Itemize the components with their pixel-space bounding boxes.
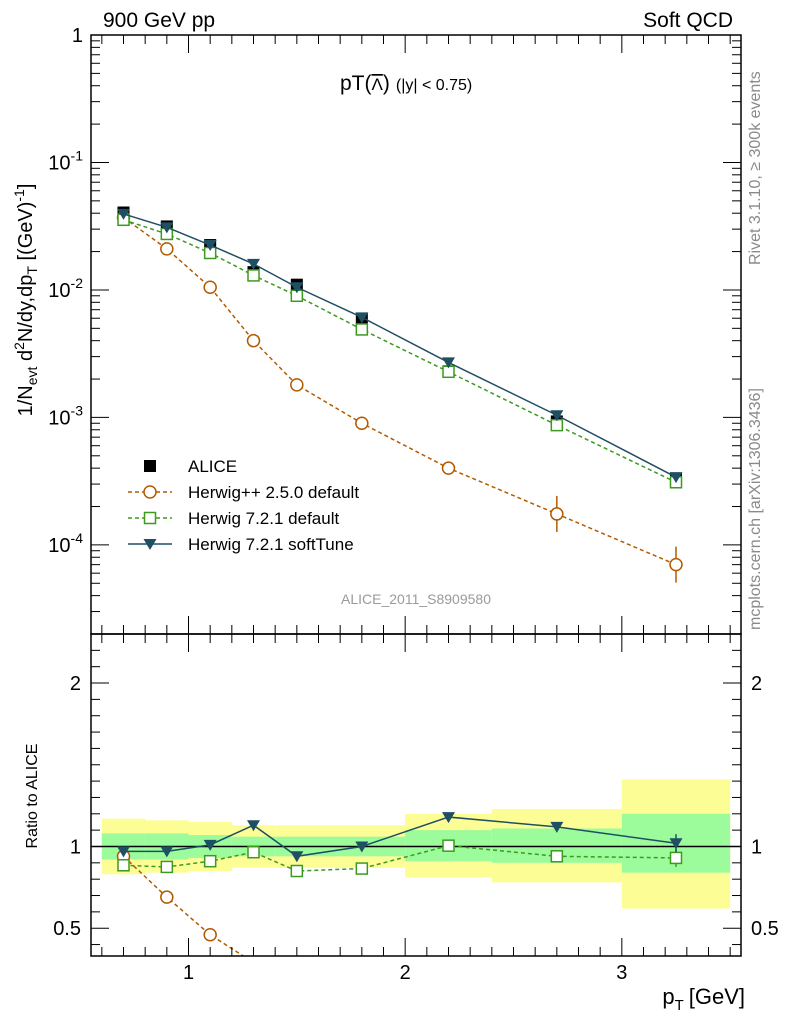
ratio-frame xyxy=(90,633,742,957)
ratio-ytick-label: 2 xyxy=(70,673,81,695)
ratio-point xyxy=(443,976,455,988)
rivet-label: Rivet 3.1.10, ≥ 300k events xyxy=(747,71,764,265)
title-close: ) xyxy=(383,72,390,95)
upper-point xyxy=(669,557,683,572)
upper-series-group xyxy=(116,206,683,583)
ratio-ytick-label-right: 2 xyxy=(751,673,762,695)
ratio-point xyxy=(670,970,682,982)
upper-point xyxy=(550,418,564,432)
xtick-label: 3 xyxy=(616,962,627,984)
upper-point xyxy=(247,269,260,282)
upper-series-line xyxy=(123,216,677,566)
ratio-point xyxy=(551,973,563,985)
legend-marker xyxy=(143,511,157,525)
upper-point xyxy=(441,461,456,475)
xtick-label: 1 xyxy=(183,962,194,984)
ratio-point xyxy=(669,851,683,865)
ratio-series-group xyxy=(116,812,683,991)
ratio-ytick-label-right: 0.5 xyxy=(751,918,779,940)
upper-point xyxy=(160,242,174,256)
upper-point xyxy=(550,507,564,521)
upper-point xyxy=(246,333,261,348)
upper-ytick-label: 10-2 xyxy=(48,275,83,302)
ratio-point xyxy=(355,841,369,853)
upper-point xyxy=(669,472,683,484)
upper-ytick-label: 10-4 xyxy=(48,530,83,557)
title-main: pT( xyxy=(340,72,372,95)
ratio-point xyxy=(290,851,304,863)
title-lambda: Λ xyxy=(372,75,384,94)
upper-ytick-label: 1 xyxy=(72,25,83,47)
analysis-watermark: ALICE_2011_S8909580 xyxy=(341,591,491,607)
ratio-point xyxy=(247,845,260,859)
legend-marker xyxy=(144,460,156,472)
ratio-point xyxy=(442,839,455,852)
ratio-point xyxy=(251,955,256,956)
upper-point xyxy=(550,410,564,422)
upper-point xyxy=(160,222,174,234)
legend-marker xyxy=(143,539,157,550)
plot-title: pT(Λ) (|y| < 0.75) xyxy=(340,72,472,95)
upper-point xyxy=(203,280,217,294)
legend-label: Herwig++ 2.5.0 default xyxy=(188,483,359,502)
ratio-point xyxy=(669,838,683,850)
header-left: 900 GeV pp xyxy=(103,9,215,32)
mcplots-label: mcplots.cern.ch [arXiv:1306.3436] xyxy=(747,388,764,630)
header-right: Soft QCD xyxy=(643,9,733,32)
upper-point xyxy=(117,208,130,220)
ratio-point xyxy=(550,850,564,863)
ratio-point xyxy=(550,821,564,833)
ratio-series-line xyxy=(122,855,245,956)
legend-label: Herwig 7.2.1 default xyxy=(188,509,339,528)
ratio-ytick-label: 0.5 xyxy=(53,918,81,940)
xtick-label: 2 xyxy=(400,962,411,984)
ratio-point xyxy=(247,820,260,832)
legend-marker xyxy=(143,485,157,499)
ratio-point xyxy=(160,860,174,874)
ratio-point xyxy=(356,979,368,991)
ratio-bands xyxy=(91,779,741,909)
ratio-point xyxy=(290,864,304,878)
upper-ylabel: 1/Nevt d2N/dy,dpT [(GeV)-1] xyxy=(11,184,40,417)
upper-point xyxy=(442,357,455,369)
upper-point xyxy=(247,258,260,270)
ratio-point xyxy=(203,928,217,942)
upper-ytick-label: 10-1 xyxy=(48,147,83,174)
legend-label: Herwig 7.2.1 softTune xyxy=(188,535,354,554)
ratio-ytick-label: 1 xyxy=(70,836,81,858)
upper-point xyxy=(355,416,369,431)
ratio-point xyxy=(203,854,217,868)
ratio-point xyxy=(117,846,130,858)
ratio-point xyxy=(442,812,455,824)
ratio-ytick-label-right: 1 xyxy=(751,836,762,858)
ratio-point xyxy=(203,839,217,851)
ratio-point xyxy=(291,978,303,990)
upper-point xyxy=(355,312,369,324)
upper-point xyxy=(203,240,217,252)
upper-point xyxy=(355,323,369,336)
upper-point xyxy=(290,378,304,392)
xlabel: pT [GeV] xyxy=(662,984,745,1014)
title-cut: (|y| < 0.75) xyxy=(396,77,472,94)
legend-label: ALICE xyxy=(188,457,237,476)
ratio-ylabel: Ratio to ALICE xyxy=(24,744,41,849)
ratio-point xyxy=(355,862,369,875)
ratio-point xyxy=(160,846,174,858)
upper-point xyxy=(290,282,304,294)
ratio-point xyxy=(160,890,174,904)
ratio-point xyxy=(117,859,130,872)
upper-ytick-label: 10-3 xyxy=(48,402,83,429)
